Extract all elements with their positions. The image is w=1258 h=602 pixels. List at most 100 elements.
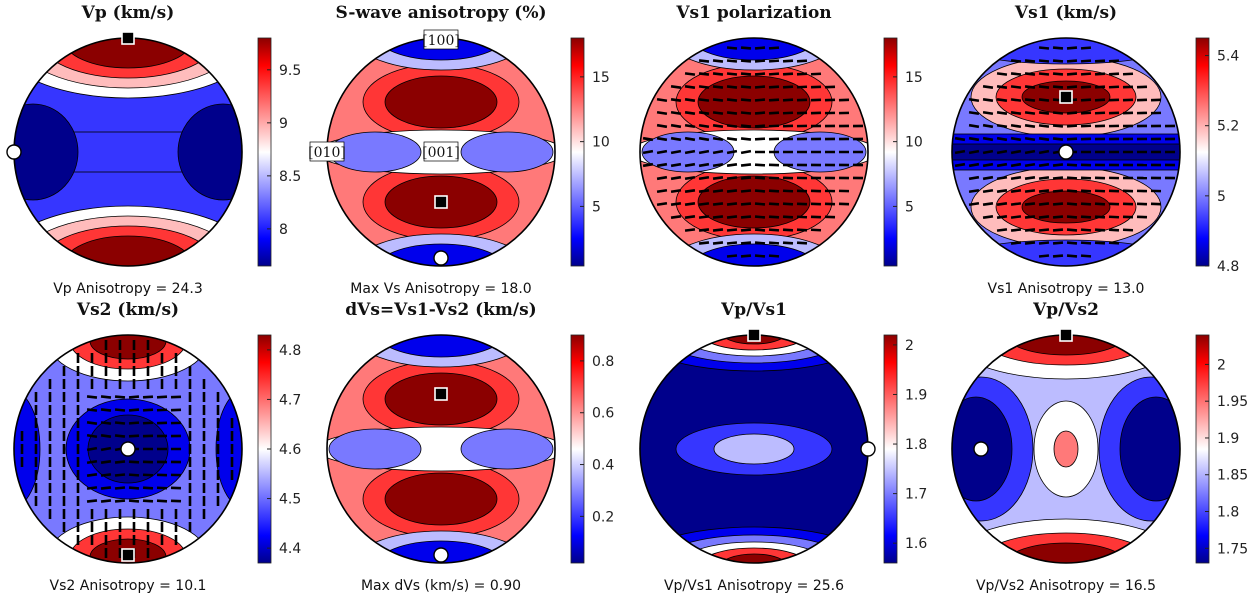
polarization-tick bbox=[1108, 72, 1120, 76]
polarization-tick bbox=[684, 136, 696, 142]
polarization-tick bbox=[670, 202, 682, 206]
colorbar-tick-label: 2 bbox=[1217, 357, 1226, 373]
contour-band bbox=[977, 335, 1155, 366]
polarization-tick bbox=[670, 162, 682, 168]
polarization-tick bbox=[1038, 46, 1050, 50]
contour-band bbox=[1119, 396, 1180, 502]
polarization-tick bbox=[726, 189, 738, 193]
contour-band bbox=[955, 239, 1177, 266]
polarization-tick bbox=[656, 136, 668, 142]
polarization-tick bbox=[698, 175, 710, 181]
panel-caption: Max Vs Anisotropy = 18.0 bbox=[350, 281, 531, 297]
polarization-tick bbox=[1024, 189, 1036, 193]
min-marker bbox=[433, 250, 449, 266]
polarization-tick bbox=[114, 421, 126, 425]
colorbar-tick-label: 5 bbox=[592, 199, 601, 215]
polarization-tick bbox=[996, 215, 1008, 219]
colorbar-tick-label: 5 bbox=[1217, 189, 1226, 205]
polarization-tick bbox=[1052, 111, 1064, 115]
colorbar-tick-label: 1.9 bbox=[1217, 431, 1239, 447]
polarization-tick bbox=[726, 136, 738, 142]
polarization-tick bbox=[968, 149, 980, 155]
polarization-tick bbox=[754, 189, 766, 193]
polarization-tick bbox=[1080, 98, 1092, 102]
colorbar bbox=[257, 37, 272, 267]
polarization-tick bbox=[100, 446, 112, 452]
polarization-tick bbox=[996, 123, 1008, 129]
colorbar-tick-label: 9.5 bbox=[279, 63, 301, 79]
polarization-tick bbox=[740, 163, 752, 167]
polarization-tick bbox=[670, 188, 682, 194]
max-marker bbox=[434, 387, 448, 401]
polarization-tick bbox=[982, 188, 994, 194]
polarization-tick bbox=[1066, 111, 1078, 115]
contour-band bbox=[384, 75, 498, 129]
polarization-tick bbox=[740, 46, 752, 50]
polarization-tick bbox=[698, 111, 710, 115]
pole-figure-field bbox=[14, 38, 242, 266]
pole-figure-outline bbox=[951, 37, 1181, 267]
polarization-tick bbox=[114, 408, 126, 412]
polarization-tick bbox=[1094, 241, 1106, 245]
crystal-axis-label: [001] bbox=[422, 145, 460, 161]
min-marker bbox=[1058, 144, 1074, 160]
polarization-tick bbox=[796, 241, 808, 245]
polarization-tick bbox=[698, 189, 710, 193]
polarization-tick bbox=[1038, 176, 1050, 180]
polarization-tick bbox=[1052, 59, 1064, 63]
panel-caption: Vs1 Anisotropy = 13.0 bbox=[988, 281, 1145, 297]
polarization-tick bbox=[754, 124, 766, 128]
polarization-tick bbox=[1024, 162, 1036, 168]
colorbar bbox=[570, 334, 585, 564]
contour-band bbox=[697, 175, 811, 229]
polarization-tick bbox=[1010, 59, 1022, 63]
polarization-tick bbox=[968, 162, 980, 168]
polarization-tick bbox=[754, 85, 766, 89]
polarization-tick bbox=[726, 202, 738, 206]
colorbar-tick-label: 5.4 bbox=[1217, 49, 1239, 65]
polarization-tick bbox=[128, 434, 140, 438]
polarization-tick bbox=[754, 202, 766, 206]
contour-band bbox=[977, 532, 1155, 563]
panel-1: Vp (km/s) Vp Anisotropy = 24.3 9.5 9 8.5 8 bbox=[6, 3, 301, 297]
polarization-tick bbox=[684, 228, 696, 232]
polarization-tick bbox=[1066, 59, 1078, 63]
polarization-tick bbox=[768, 215, 780, 219]
polarization-tick bbox=[740, 176, 752, 180]
polarization-tick bbox=[768, 241, 780, 245]
panel-4: Vs1 (km/s) Vs1 Anisotropy = 13.0 5.4 5.2 5 4.… bbox=[951, 3, 1239, 297]
polarization-tick bbox=[684, 188, 696, 194]
pole-figure-outline bbox=[639, 37, 869, 267]
contour-band bbox=[687, 38, 821, 61]
polarization-tick bbox=[1080, 228, 1092, 232]
polarization-tick bbox=[782, 215, 794, 219]
polarization-tick bbox=[996, 110, 1008, 116]
polarization-tick bbox=[128, 460, 140, 464]
polarization-tick bbox=[740, 98, 752, 102]
polarization-tick bbox=[1094, 59, 1106, 63]
polarization-tick bbox=[128, 473, 140, 477]
polarization-tick bbox=[642, 149, 654, 155]
axis-label-box bbox=[423, 29, 459, 50]
pole-figure-field bbox=[14, 335, 242, 563]
polarization-tick bbox=[86, 459, 98, 465]
polarization-tick bbox=[996, 85, 1008, 89]
polarization-tick bbox=[670, 215, 682, 219]
polarization-tick bbox=[968, 175, 980, 181]
polarization-tick bbox=[982, 162, 994, 168]
polarization-tick bbox=[1010, 241, 1022, 245]
polarization-tick bbox=[128, 499, 140, 503]
panel-title: S-wave anisotropy (%) bbox=[335, 3, 546, 23]
contour-band bbox=[1053, 430, 1079, 468]
polarization-tick bbox=[86, 408, 98, 412]
polarization-tick bbox=[1108, 241, 1120, 245]
contour-band bbox=[955, 38, 1177, 65]
polarization-tick bbox=[86, 499, 98, 503]
polarization-tick bbox=[100, 459, 112, 465]
polarization-tick bbox=[684, 162, 696, 168]
polarization-tick bbox=[1080, 215, 1092, 219]
polarization-tick bbox=[1052, 254, 1064, 258]
contour-band bbox=[374, 38, 508, 61]
colorbar-tick-label: 10 bbox=[905, 135, 923, 151]
